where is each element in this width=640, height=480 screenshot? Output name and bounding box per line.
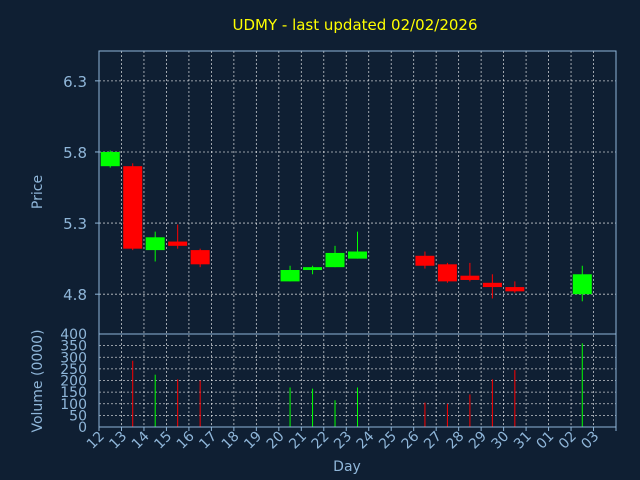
volume-tick-label: 0 — [78, 420, 87, 436]
grid-layer — [99, 51, 616, 427]
volume-plot-frame — [98, 333, 617, 428]
candle-body — [348, 251, 367, 259]
candle-body — [482, 282, 502, 288]
x-axis-label: Day — [333, 459, 361, 475]
volume-tick-label: 400 — [60, 327, 87, 343]
price-tick-label: 4.8 — [63, 286, 87, 304]
candle-body — [437, 264, 457, 282]
candle-body — [303, 267, 323, 271]
volume-tick-label: 250 — [60, 362, 87, 378]
price-tick-label: 5.8 — [63, 144, 87, 162]
price-tick-label: 5.3 — [63, 215, 87, 233]
volume-axis-label: Volume (0000) — [30, 329, 46, 432]
price-axis-label: Price — [30, 175, 46, 209]
candle-body — [572, 274, 592, 295]
candles — [100, 150, 592, 302]
volume-tick-label: 50 — [69, 408, 87, 424]
candle-body — [505, 287, 525, 292]
volume-tick-label: 300 — [60, 350, 87, 366]
candle-body — [168, 241, 188, 246]
volume-tick-label: 200 — [60, 374, 87, 390]
volume-tick-label: 100 — [60, 397, 87, 413]
chart-title: UDMY - last updated 02/02/2026 — [232, 16, 477, 34]
volume-bars — [132, 343, 583, 427]
candle-body — [325, 252, 345, 268]
price-tick-label: 6.3 — [63, 73, 87, 91]
volume-tick-label: 350 — [60, 339, 87, 355]
candle-body — [145, 237, 165, 251]
candle-body — [460, 275, 480, 280]
candle-body — [415, 255, 435, 266]
volume-tick-label: 150 — [60, 385, 87, 401]
candle-body — [123, 166, 143, 249]
candle-body — [280, 270, 300, 282]
candle-body — [100, 151, 120, 167]
candle-body — [190, 250, 210, 265]
